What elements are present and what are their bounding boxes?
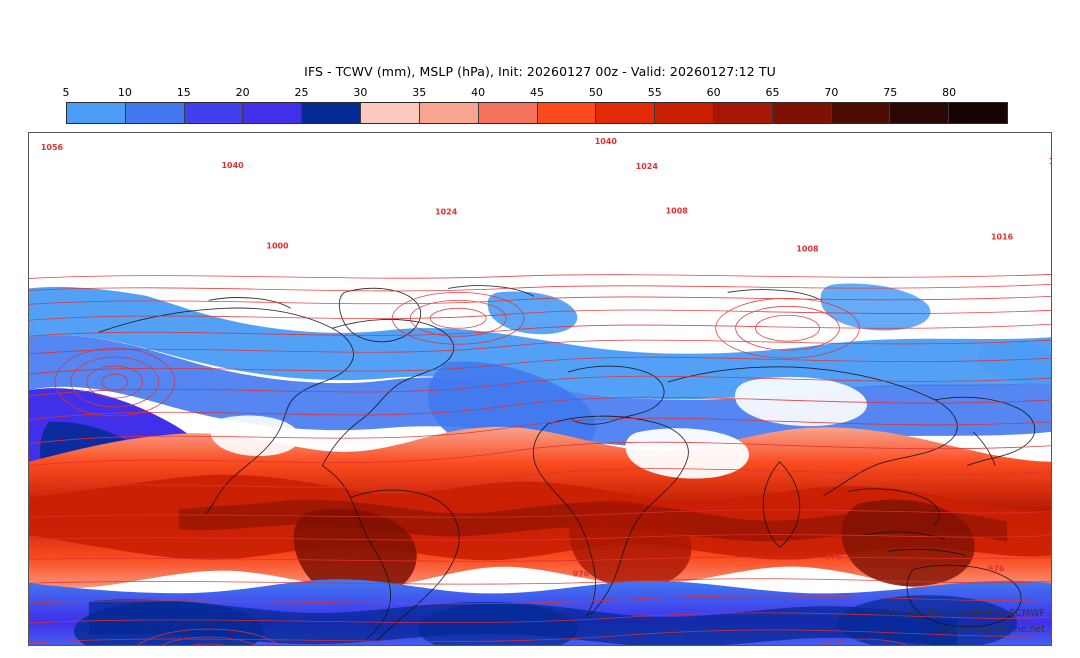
colorbar-tick-label: 15 (176, 86, 191, 99)
tcwv-field (29, 133, 1051, 645)
isobar-label: 1024 (636, 162, 659, 171)
colorbar-tick-label: 45 (530, 86, 544, 99)
isobar-label: 976 (988, 564, 1005, 573)
colorbar-swatch (478, 103, 538, 123)
colorbar-tick-label: 5 (62, 86, 70, 99)
colorbar-tick-labels: 5 10 15 20 25 30 35 40 45 50 55 60 65 70 75 80 (62, 86, 1008, 102)
isobar-label: 1040 (595, 137, 618, 146)
isobar-label: 1024 (435, 208, 458, 217)
isobar-label: 976 (825, 552, 842, 561)
copyright-credit: ©2026 sb@irizone.net (937, 624, 1045, 635)
colorbar-tick-label: 35 (412, 86, 427, 99)
colorbar-swatch (419, 103, 479, 123)
colorbar-tick-label: 30 (353, 86, 368, 99)
coastlines (98, 285, 1036, 642)
colorbar-swatch (302, 103, 362, 123)
colorbar-swatch (831, 103, 891, 123)
colorbar-swatch (125, 103, 185, 123)
colorbar-swatch (949, 103, 1007, 123)
colorbar-swatches (66, 102, 1008, 124)
colorbar-swatch (596, 103, 656, 123)
colorbar-swatch (537, 103, 597, 123)
colorbar-tick-label: 20 (235, 86, 250, 99)
colorbar-swatch (67, 103, 126, 123)
colorbar-swatch (184, 103, 244, 123)
isobar-label: 1040 (221, 161, 244, 170)
colorbar-tick-label: 70 (824, 86, 839, 99)
isobar-label: 1008 (666, 207, 689, 216)
colorbar-swatch (655, 103, 714, 123)
colorbar-tick-label: 25 (294, 86, 309, 99)
colorbar: 5 10 15 20 25 30 35 40 45 50 55 60 65 70 75 80 (62, 86, 1008, 124)
world-tcwv-map[interactable]: 1056 1040 1040 1024 1008 1024 1008 1000 1016 1056… (29, 133, 1051, 645)
colorbar-swatch (243, 103, 303, 123)
mslp-isobars (29, 274, 1051, 645)
isobar-label: 1056 (1049, 157, 1051, 166)
page-title: IFS - TCWV (mm), MSLP (hPa), Init: 20260… (304, 64, 776, 79)
isobar-label: 1056 (41, 143, 64, 152)
colorbar-tick-label: 75 (883, 86, 898, 99)
colorbar-tick-label: 55 (647, 86, 662, 99)
colorbar-tick-label: 80 (942, 86, 957, 99)
colorbar-tick-label: 40 (471, 86, 486, 99)
colorbar-swatch (713, 103, 773, 123)
colorbar-tick-label: 65 (765, 86, 780, 99)
colorbar-tick-label: 60 (706, 86, 721, 99)
colorbar-tick-label: 10 (117, 86, 132, 99)
isobar-label: 976 (573, 569, 590, 578)
isobar-labels: 1056 1040 1040 1024 1008 1024 1008 1000 1016 1056… (41, 137, 1051, 578)
isobar-label: 1000 (266, 242, 289, 251)
colorbar-swatch (772, 103, 832, 123)
colorbar-tick-label: 50 (588, 86, 603, 99)
map-frame[interactable]: 1056 1040 1040 1024 1008 1024 1008 1000 1016 1056… (28, 132, 1052, 646)
colorbar-swatch (361, 103, 420, 123)
isobar-label: 1016 (991, 233, 1014, 242)
colorbar-swatch (890, 103, 950, 123)
isobar-label: 1008 (796, 245, 819, 254)
data-source-credit: from grib files provided by ECMWF (880, 608, 1045, 619)
